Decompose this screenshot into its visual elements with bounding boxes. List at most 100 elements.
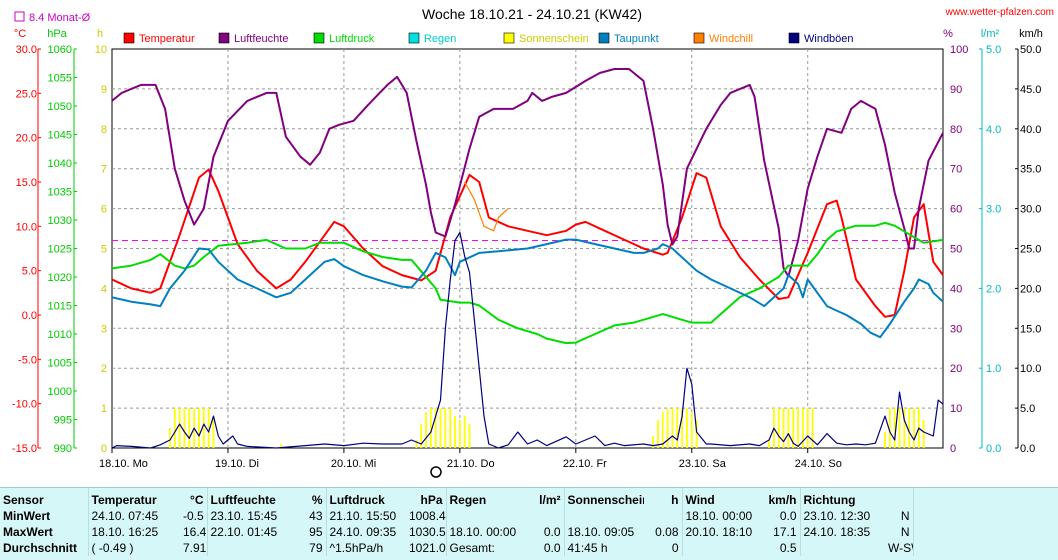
max-hum-time: 22.10. 01:45	[206, 524, 299, 540]
pressure-tick-label: 1005	[48, 358, 72, 370]
pressure-unit: hPa	[47, 28, 67, 40]
sunshine-bar	[169, 428, 171, 448]
legend-label: Windchill	[709, 33, 753, 45]
avg-wind-time	[681, 540, 764, 556]
max-dir-time: 24.10. 18:35	[799, 524, 885, 540]
sunshine-bar	[429, 408, 432, 448]
humidity-tick-label: 100	[950, 44, 968, 56]
wind-tick-label: 5.0	[1020, 403, 1035, 415]
legend-item-temperatur: Temperatur	[123, 32, 195, 45]
sunshine-bar	[449, 408, 452, 448]
sunshine-bar	[198, 408, 200, 448]
sunshine-bar	[178, 408, 181, 448]
sunshine-bar	[922, 420, 925, 448]
sunshine-bar	[661, 412, 664, 448]
avg-wind-val: 0.5	[779, 541, 797, 555]
sun-tick-label: 10	[95, 44, 107, 56]
site-url[interactable]: www.wetter-pfalzen.com	[945, 7, 1054, 18]
humidity-unit: %	[943, 28, 953, 40]
sunshine-bar	[458, 420, 461, 448]
sunshine-bar	[690, 412, 693, 448]
legend-label: Regen	[424, 33, 456, 45]
sunshine-bar	[173, 408, 176, 448]
current-time-marker	[430, 466, 442, 478]
sunshine-bar	[913, 408, 915, 448]
series-line-windböen	[111, 231, 944, 449]
humidity-tick-label: 40	[950, 283, 962, 295]
rain-tick-label: 2.0	[986, 283, 1001, 295]
min-sun-val	[644, 508, 682, 524]
max-hum-val: 95	[309, 525, 323, 539]
humidity-tick-label: 30	[950, 323, 962, 335]
day-label: 18.10. Mo	[99, 458, 148, 470]
sunshine-bar	[782, 408, 785, 448]
sunshine-bar	[797, 408, 799, 448]
sunshine-bar	[681, 408, 684, 448]
avg-legend-label: 8.4 Monat-Ø	[29, 12, 91, 24]
legend-label: Windböen	[804, 33, 854, 45]
temp-tick-label: 15.0	[16, 177, 37, 189]
legend-item-windchill: Windchill	[693, 32, 753, 45]
stats-header-row: Sensor Temperatur °C Luftfeuchte % Luftd…	[0, 488, 1058, 508]
temp-unit: °C	[14, 28, 26, 40]
min-sun-time	[563, 508, 644, 524]
min-dir-time: 23.10. 12:30	[799, 508, 885, 524]
min-rain-val	[524, 508, 564, 524]
sunshine-bar	[188, 408, 191, 448]
sun-tick-label: 0	[101, 443, 107, 455]
sunshine-bar	[463, 416, 466, 448]
sunshine-bar	[884, 432, 886, 448]
sun-tick-label: 5	[101, 244, 107, 256]
legend-item-windböen: Windböen	[788, 32, 854, 45]
sunshine-bar	[893, 408, 896, 448]
rain-tick-label: 3.0	[986, 204, 1001, 216]
min-rain-time	[445, 508, 524, 524]
sunshine-bars	[169, 408, 925, 448]
avg-dir-val: W-SW	[888, 541, 913, 555]
axes: -15.0-10.0-5.00.05.010.015.020.025.030.0…	[12, 44, 1042, 455]
legend-label: Temperatur	[139, 33, 195, 45]
sunshine-bar	[415, 440, 418, 448]
stats-min-row: MinWert 24.10. 07:45 -0.5 23.10. 15:45 4…	[0, 508, 1058, 524]
temp-tick-label: 0.0	[22, 310, 37, 322]
wind-tick-label: 50.0	[1020, 44, 1041, 56]
sunshine-bar	[806, 408, 809, 448]
x-axis-day-labels: 18.10. Mo 19.10. Di 20.10. Mi 21.10. Do 22.1…	[99, 448, 842, 470]
rain-tick-label: 4.0	[986, 124, 1001, 136]
hdr-rain: Regen	[445, 488, 524, 508]
legend-swatch	[123, 32, 135, 44]
sunshine-bar	[420, 424, 423, 448]
humidity-tick-label: 70	[950, 164, 962, 176]
pressure-tick-label: 1025	[48, 244, 72, 256]
humidity-tick-label: 90	[950, 84, 962, 96]
series-line-temperatur	[111, 168, 944, 318]
humidity-tick-label: 10	[950, 403, 962, 415]
day-label: 24.10. So	[795, 458, 842, 470]
min-temp-val: -0.5	[183, 509, 204, 523]
sunshine-bar	[454, 416, 456, 448]
avg-hum-time	[206, 540, 299, 556]
sunshine-bar	[695, 420, 698, 448]
wind-tick-label: 45.0	[1020, 84, 1041, 96]
wind-tick-label: 15.0	[1020, 323, 1041, 335]
hdr-temp-unit: °C	[190, 493, 204, 507]
day-label: 21.10. Do	[447, 458, 495, 470]
series-line-windchill	[464, 181, 509, 232]
max-label: MaxWert	[3, 525, 53, 539]
legend-swatch	[598, 32, 610, 44]
sunshine-bar	[908, 408, 911, 448]
sunshine-bar	[425, 412, 427, 448]
weekly-weather-chart: -15.0-10.0-5.00.05.010.015.020.025.030.0…	[12, 6, 1054, 478]
max-wind-val: 17.1	[773, 525, 797, 539]
day-label: 22.10. Fr	[563, 458, 607, 470]
pressure-tick-label: 1010	[48, 329, 72, 341]
series-lines	[111, 68, 944, 449]
min-press-time: 21.10. 15:50	[325, 508, 406, 524]
wind-tick-label: 10.0	[1020, 363, 1041, 375]
legend-swatch	[788, 32, 800, 44]
avg-press-val: 1021.0	[409, 541, 446, 555]
min-hum-time: 23.10. 15:45	[206, 508, 299, 524]
legend-item-luftfeuchte: Luftfeuchte	[218, 32, 288, 45]
hdr-hum: Luftfeuchte	[206, 488, 299, 508]
legend-label: Taupunkt	[614, 33, 659, 45]
